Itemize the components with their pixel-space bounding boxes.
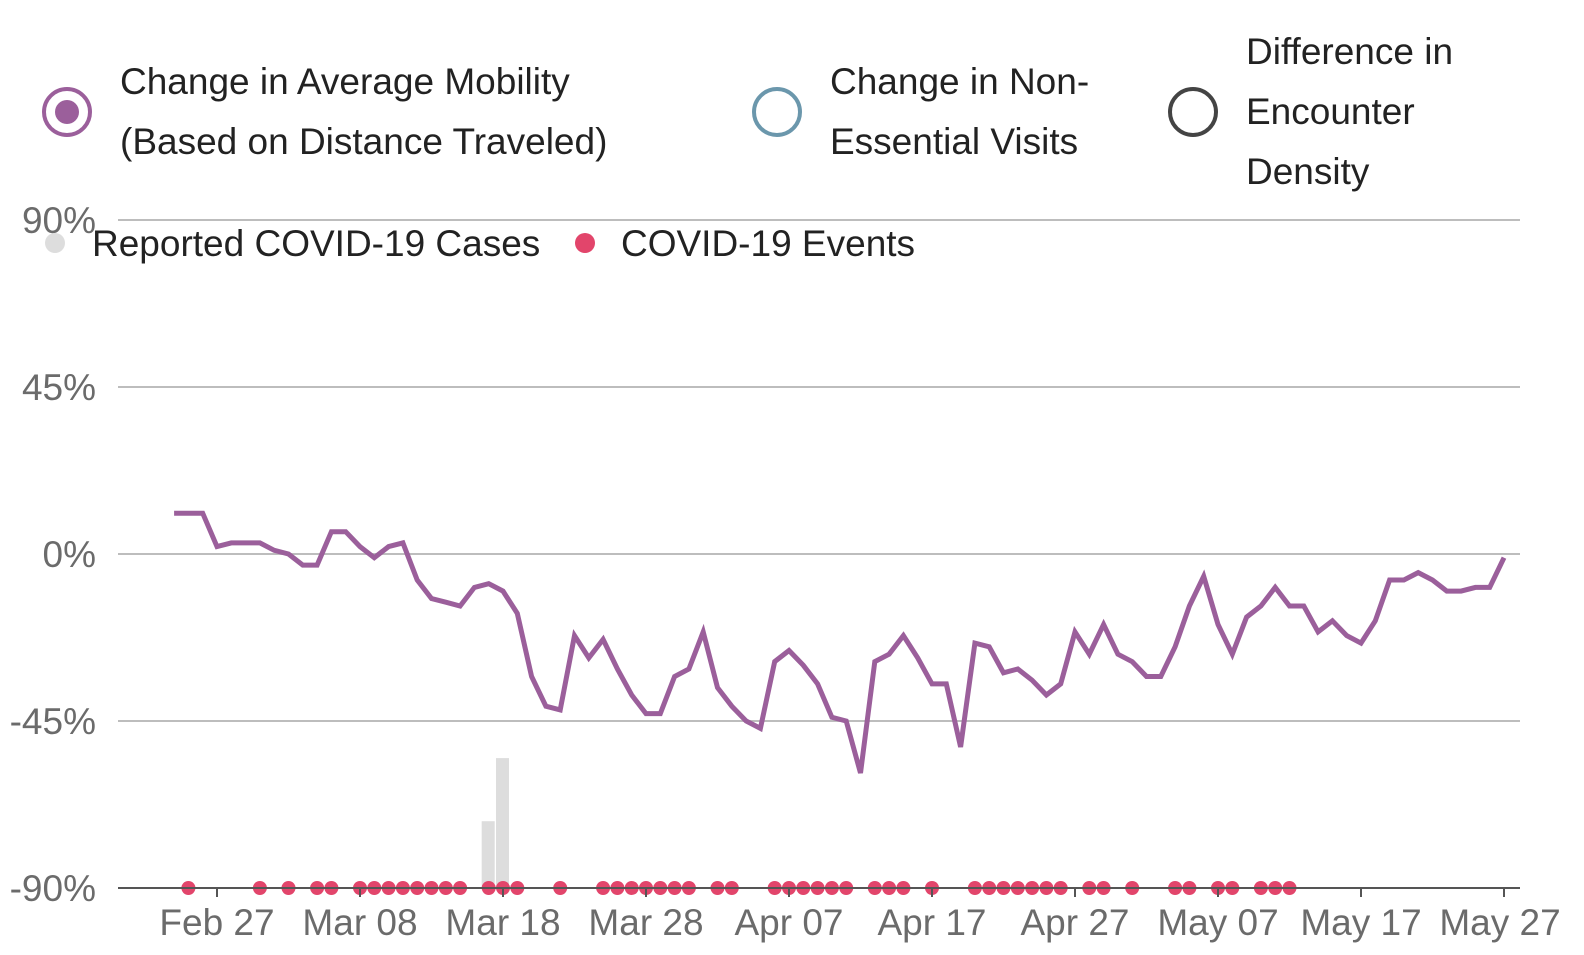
reported-cases-bar[interactable] <box>481 821 495 888</box>
average-mobility-line[interactable] <box>174 510 1507 774</box>
legend-encounter-density-label: Difference in Encounter Density <box>1246 31 1454 192</box>
y-tick-label: -90% <box>10 868 96 909</box>
x-tick-label: Apr 07 <box>734 902 843 943</box>
legend-average-mobility-label: Change in Average Mobility (Based on Dis… <box>120 61 608 162</box>
x-tick-label: Apr 27 <box>1020 902 1129 943</box>
y-tick-label: -45% <box>10 701 96 742</box>
x-tick-label: Apr 17 <box>877 902 986 943</box>
legend-average-mobility-icon <box>42 87 92 137</box>
secondary-legend: Reported COVID-19 Cases COVID-19 Events <box>45 223 915 264</box>
x-tick-label: Feb 27 <box>159 902 274 943</box>
legend-encounter-density[interactable]: Difference in Encounter Density <box>1168 22 1453 202</box>
x-tick-label: Mar 08 <box>302 902 417 943</box>
legend-encounter-density-icon <box>1168 87 1218 137</box>
legend-average-mobility[interactable]: Change in Average Mobility (Based on Dis… <box>42 52 607 172</box>
legend-non-essential-visits-icon <box>752 87 802 137</box>
reported-cases-bar[interactable] <box>496 758 509 888</box>
legend-average-mobility-dot <box>55 100 79 124</box>
x-tick-label: May 17 <box>1300 902 1421 943</box>
y-tick-label: 0% <box>43 534 96 575</box>
covid-events-dot-icon <box>575 233 595 253</box>
x-tick-label: May 07 <box>1157 902 1278 943</box>
y-tick-label: 45% <box>22 367 96 408</box>
legend-non-essential-visits-label: Change in Non- Essential Visits <box>830 61 1090 162</box>
reported-cases-legend-label[interactable]: Reported COVID-19 Cases <box>92 223 540 264</box>
x-tick-label: May 27 <box>1439 902 1560 943</box>
legend-non-essential-visits[interactable]: Change in Non- Essential Visits <box>752 52 1089 172</box>
x-tick-label: Mar 18 <box>445 902 560 943</box>
x-tick-label: Mar 28 <box>588 902 703 943</box>
reported-cases-dot-icon <box>45 233 65 253</box>
covid-events-legend-label[interactable]: COVID-19 Events <box>621 223 915 264</box>
